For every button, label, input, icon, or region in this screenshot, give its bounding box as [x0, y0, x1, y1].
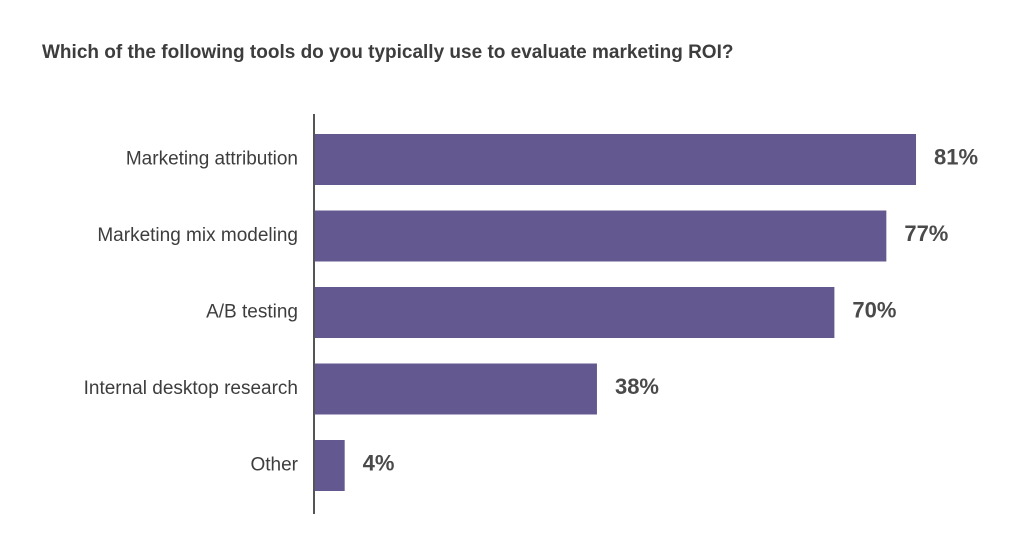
bar-marketing-attribution: [315, 134, 917, 185]
category-label-marketing-attribution: Marketing attribution: [126, 149, 298, 170]
value-label-other: 4%: [363, 450, 395, 475]
bars-layer: [315, 134, 917, 491]
bar-marketing-mix-modeling: [315, 210, 887, 262]
value-label-a-b-testing: 70%: [852, 297, 896, 322]
bar-other: [315, 440, 345, 491]
bar-internal-desktop-research: [315, 363, 597, 415]
value-label-marketing-attribution: 81%: [934, 144, 978, 169]
category-label-marketing-mix-modeling: Marketing mix modeling: [97, 225, 298, 246]
bar-a-b-testing: [315, 287, 835, 338]
value-label-marketing-mix-modeling: 77%: [904, 221, 948, 246]
category-label-other: Other: [250, 455, 298, 476]
labels-layer: Marketing attribution 81% Marketing mix mo…: [84, 144, 978, 475]
chart-title: Which of the following tools do you typi…: [42, 42, 734, 63]
value-label-internal-desktop-research: 38%: [615, 374, 659, 399]
category-label-internal-desktop-research: Internal desktop research: [84, 378, 298, 399]
category-label-a-b-testing: A/B testing: [206, 302, 298, 323]
